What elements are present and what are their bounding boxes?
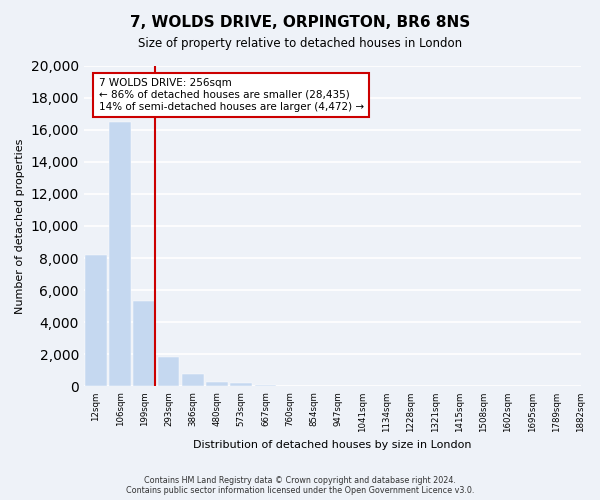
- Text: 7 WOLDS DRIVE: 256sqm
← 86% of detached houses are smaller (28,435)
14% of semi-: 7 WOLDS DRIVE: 256sqm ← 86% of detached …: [98, 78, 364, 112]
- Bar: [230, 383, 252, 386]
- Y-axis label: Number of detached properties: Number of detached properties: [15, 138, 25, 314]
- Bar: [85, 255, 107, 386]
- Bar: [133, 302, 155, 386]
- X-axis label: Distribution of detached houses by size in London: Distribution of detached houses by size …: [193, 440, 472, 450]
- Text: Size of property relative to detached houses in London: Size of property relative to detached ho…: [138, 38, 462, 51]
- Text: 7, WOLDS DRIVE, ORPINGTON, BR6 8NS: 7, WOLDS DRIVE, ORPINGTON, BR6 8NS: [130, 15, 470, 30]
- Text: Contains HM Land Registry data © Crown copyright and database right 2024.
Contai: Contains HM Land Registry data © Crown c…: [126, 476, 474, 495]
- Bar: [206, 382, 228, 386]
- Bar: [109, 122, 131, 386]
- Bar: [158, 356, 179, 386]
- Bar: [254, 385, 277, 386]
- Bar: [182, 374, 204, 386]
